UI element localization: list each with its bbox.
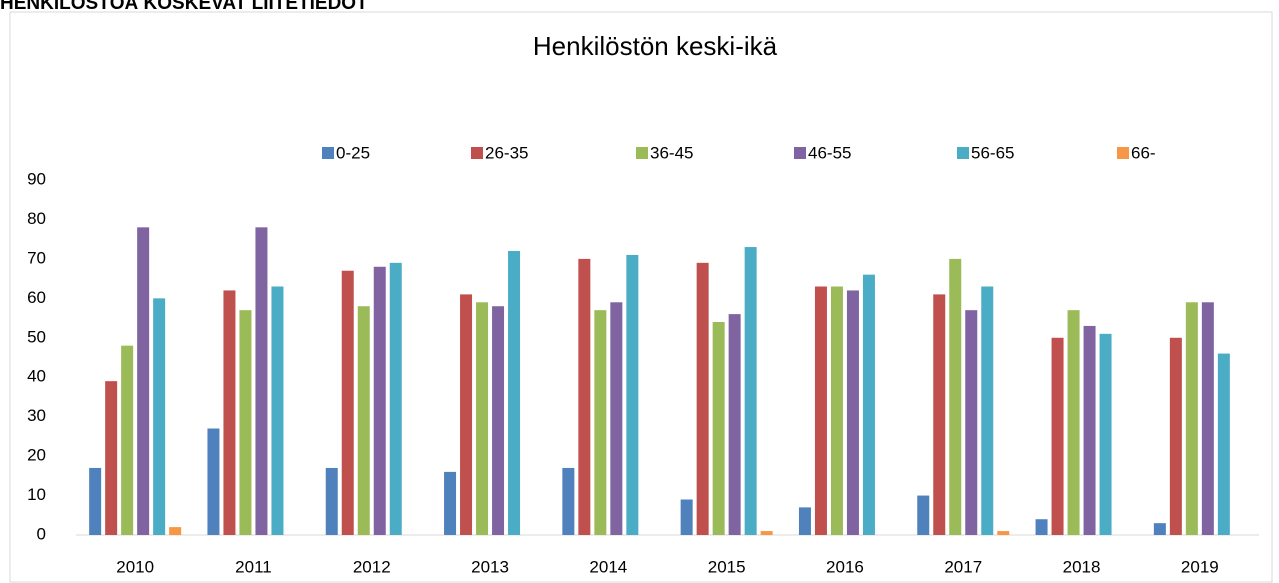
legend-swatch bbox=[636, 147, 648, 159]
bar bbox=[223, 290, 236, 535]
bar bbox=[594, 310, 607, 535]
legend-swatch bbox=[794, 147, 806, 159]
bar bbox=[578, 258, 591, 535]
bar bbox=[862, 274, 875, 535]
bar bbox=[760, 531, 773, 535]
bar bbox=[239, 310, 252, 535]
bar bbox=[696, 262, 709, 535]
legend-swatch bbox=[1117, 147, 1129, 159]
page-heading: HENKILÖSTÖÄ KOSKEVAT LIITETIEDOT bbox=[0, 0, 368, 14]
bar bbox=[997, 531, 1010, 535]
x-tick-label: 2019 bbox=[1181, 557, 1219, 576]
legend-label: 0-25 bbox=[336, 143, 370, 162]
bar bbox=[917, 495, 930, 535]
bar bbox=[965, 310, 978, 535]
y-tick-label: 40 bbox=[27, 367, 46, 386]
chart-frame bbox=[9, 11, 1273, 583]
y-tick-label: 70 bbox=[27, 248, 46, 267]
bar bbox=[814, 286, 827, 535]
bar bbox=[357, 306, 370, 535]
bar bbox=[255, 227, 268, 536]
bar bbox=[728, 314, 741, 535]
bar bbox=[1153, 523, 1166, 535]
legend-label: 66- bbox=[1131, 143, 1156, 162]
bar bbox=[798, 507, 811, 535]
x-tick-label: 2018 bbox=[1063, 557, 1101, 576]
bar bbox=[271, 286, 284, 535]
bar bbox=[610, 302, 623, 535]
bar bbox=[137, 227, 150, 536]
bar bbox=[153, 298, 166, 535]
bar bbox=[981, 286, 994, 535]
bar bbox=[460, 294, 473, 535]
chart-title: Henkilöstön keski-ikä bbox=[533, 31, 778, 61]
y-tick-label: 20 bbox=[27, 446, 46, 465]
legend-swatch bbox=[471, 147, 483, 159]
y-tick-label: 90 bbox=[27, 169, 46, 188]
x-tick-label: 2014 bbox=[589, 557, 627, 576]
x-tick-label: 2016 bbox=[826, 557, 864, 576]
x-tick-label: 2011 bbox=[235, 557, 272, 576]
bar bbox=[492, 306, 505, 535]
bar bbox=[744, 247, 757, 536]
y-tick-label: 10 bbox=[27, 485, 46, 504]
x-tick-label: 2015 bbox=[708, 557, 746, 576]
bar bbox=[562, 467, 575, 535]
bar bbox=[830, 286, 843, 535]
y-tick-label: 80 bbox=[27, 209, 46, 228]
bar bbox=[373, 266, 386, 535]
bar bbox=[444, 471, 457, 535]
bar bbox=[169, 527, 182, 535]
bar bbox=[1051, 337, 1064, 535]
bar bbox=[105, 381, 118, 535]
bar bbox=[1099, 333, 1112, 535]
bar bbox=[207, 428, 220, 535]
legend-label: 36-45 bbox=[650, 143, 693, 162]
bar bbox=[933, 294, 946, 535]
bar bbox=[949, 258, 962, 535]
bar bbox=[1083, 325, 1096, 535]
legend-label: 56-65 bbox=[971, 143, 1014, 162]
bar bbox=[1067, 310, 1080, 535]
bar bbox=[1169, 337, 1182, 535]
bar bbox=[89, 467, 102, 535]
legend-swatch bbox=[322, 147, 334, 159]
x-tick-label: 2013 bbox=[471, 557, 509, 576]
bar bbox=[508, 251, 521, 535]
x-tick-label: 2012 bbox=[353, 557, 391, 576]
bar bbox=[846, 290, 859, 535]
x-tick-label: 2010 bbox=[116, 557, 154, 576]
bar bbox=[1217, 353, 1230, 535]
bar bbox=[712, 322, 725, 535]
y-tick-label: 30 bbox=[27, 406, 46, 425]
y-tick-label: 0 bbox=[37, 524, 46, 543]
bar bbox=[680, 499, 693, 535]
bar bbox=[121, 345, 134, 535]
y-tick-label: 50 bbox=[27, 327, 46, 346]
bar bbox=[341, 270, 354, 535]
bar bbox=[476, 302, 489, 535]
legend-swatch bbox=[957, 147, 969, 159]
bar bbox=[1201, 302, 1214, 535]
legend-label: 46-55 bbox=[808, 143, 851, 162]
x-tick-label: 2017 bbox=[944, 557, 982, 576]
bar bbox=[325, 467, 338, 535]
bar bbox=[1035, 519, 1048, 535]
legend-label: 26-35 bbox=[485, 143, 528, 162]
y-tick-label: 60 bbox=[27, 288, 46, 307]
bar bbox=[389, 262, 402, 535]
bar bbox=[626, 254, 639, 535]
bar bbox=[1185, 302, 1198, 535]
